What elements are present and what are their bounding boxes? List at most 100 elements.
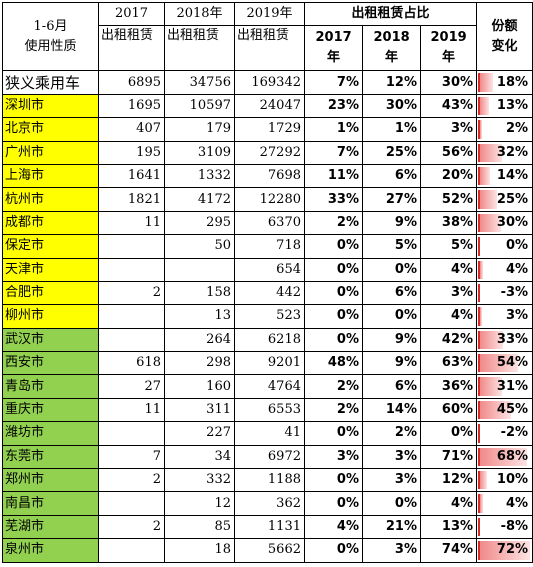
share-change-bar (478, 143, 503, 162)
share-change-value: 13% (496, 97, 529, 113)
share-2018: 9% (362, 351, 421, 376)
header-sub-2017-label: 出租租赁 (101, 28, 154, 44)
header-share-change: 份额变化 (476, 1, 533, 72)
share-2017: 33% (304, 187, 363, 212)
rental-count-2019: 41 (234, 421, 305, 446)
rental-count-2017: 407 (98, 117, 165, 142)
share-2018: 21% (362, 514, 421, 540)
table-row: 南昌市 12 362 0% 0% 4% 4% (2, 491, 533, 516)
rental-count-2017: 7 (98, 444, 165, 470)
header-sub-2019: 出租租赁 (234, 25, 305, 72)
rental-count-2019: 1131 (234, 514, 305, 540)
rental-count-2019: 7698 (234, 163, 305, 189)
share-change-cell: 68% (476, 444, 533, 470)
table-row: 成都市 11 295 6370 2% 9% 38% 30% (2, 210, 533, 236)
share-2019: 3% (419, 117, 478, 142)
share-change-value: 54% (496, 355, 529, 371)
rental-count-2018: 158 (164, 280, 235, 306)
table-row: 天津市 654 0% 0% 4% 4% (2, 257, 533, 282)
share-change-bar (478, 237, 481, 256)
rental-count-2017: 11 (98, 397, 165, 423)
city-name: 青岛市 (2, 374, 99, 399)
rental-count-2019: 654 (234, 257, 305, 282)
header-year-2018: 2018年 (164, 1, 235, 27)
share-change-cell: 33% (476, 327, 533, 353)
share-2019: 4% (419, 304, 478, 329)
rental-count-2017: 1821 (98, 187, 165, 212)
rental-count-2019: 6553 (234, 397, 305, 423)
share-change-bar (478, 354, 519, 373)
header-period: 1-6月 (33, 18, 68, 34)
header-change-label: 份额变化 (491, 18, 518, 54)
table-row: 青岛市 27 160 4764 2% 6% 36% 31% (2, 374, 533, 399)
header-share-2019-label: 2019年 (430, 30, 467, 66)
rental-count-2018: 10597 (164, 93, 235, 119)
header-usage-type: 1-6月 使用性质 (2, 1, 99, 72)
table-body: 狭义乘用车 6895 34756 169342 7% 12% 30% 18% 深圳市 1695 10… (2, 70, 533, 563)
rental-count-2017: 2 (98, 280, 165, 306)
share-2017: 1% (304, 117, 363, 142)
share-change-value: 4% (505, 495, 529, 511)
share-2019: 5% (419, 234, 478, 259)
city-name: 深圳市 (2, 93, 99, 119)
table-row: 合肥市 2 158 442 0% 6% 3% -3% (2, 280, 533, 306)
table-row: 深圳市 1695 10597 24047 23% 30% 43% 13% (2, 93, 533, 119)
city-name: 芜湖市 (2, 514, 99, 540)
share-2018: 14% (362, 397, 421, 423)
rental-count-2017 (98, 421, 165, 446)
rental-count-2017: 195 (98, 140, 165, 165)
rental-count-2017 (98, 234, 165, 259)
share-change-cell: 32% (476, 140, 533, 165)
header-share-2018-label: 2018年 (373, 30, 410, 66)
city-name: 东莞市 (2, 444, 99, 470)
share-change-cell: 0% (476, 234, 533, 259)
table-row: 柳州市 13 523 0% 0% 4% 3% (2, 304, 533, 329)
city-name: 天津市 (2, 257, 99, 282)
share-change-value: 25% (496, 191, 529, 207)
share-2017: 0% (304, 304, 363, 329)
share-2019: 43% (419, 93, 478, 119)
rental-count-2018: 50 (164, 234, 235, 259)
header-sub-2018-label: 出租租赁 (167, 28, 220, 44)
rental-count-2017 (98, 257, 165, 282)
share-change-bar (478, 330, 504, 350)
share-2018: 6% (362, 163, 421, 189)
rental-count-2018: 4172 (164, 187, 235, 212)
city-name: 郑州市 (2, 468, 99, 493)
share-change-bar (478, 73, 494, 92)
share-change-cell: 4% (476, 491, 533, 516)
share-2018: 6% (362, 374, 421, 399)
city-name: 狭义乘用车 (2, 70, 99, 95)
rental-count-2019: 24047 (234, 93, 305, 119)
share-change-cell: 30% (476, 210, 533, 236)
table-row: 北京市 407 179 1729 1% 1% 3% 2% (2, 117, 533, 142)
header-sub-2017: 出租租赁 (98, 25, 165, 72)
rental-count-2017 (98, 538, 165, 563)
share-change-bar (478, 424, 481, 443)
city-name: 柳州市 (2, 304, 99, 329)
share-2017: 2% (304, 210, 363, 236)
city-name: 上海市 (2, 163, 99, 189)
header-sub-2018: 出租租赁 (164, 25, 235, 72)
rental-count-2017: 11 (98, 210, 165, 236)
rental-count-2017: 2 (98, 468, 165, 493)
share-2017: 0% (304, 327, 363, 353)
table-row: 武汉市 264 6218 0% 9% 42% 33% (2, 327, 533, 353)
rental-count-2018: 3109 (164, 140, 235, 165)
rental-count-2018: 34756 (164, 70, 235, 95)
share-2019: 30% (419, 70, 478, 95)
rental-count-2017: 1641 (98, 163, 165, 189)
share-2017: 0% (304, 257, 363, 282)
rental-count-2019: 442 (234, 280, 305, 306)
share-change-bar (478, 260, 484, 279)
rental-count-2018: 332 (164, 468, 235, 493)
share-2019: 56% (419, 140, 478, 165)
share-change-value: 68% (496, 448, 529, 464)
header-share-2017: 2017年 (304, 25, 363, 72)
table-row: 泉州市 18 5662 0% 3% 74% 72% (2, 538, 533, 563)
table-row: 东莞市 7 34 6972 3% 3% 71% 68% (2, 444, 533, 470)
rental-count-2018: 12 (164, 491, 235, 516)
share-2018: 0% (362, 491, 421, 516)
header-usage-label: 使用性质 (24, 38, 77, 54)
rental-count-2019: 1188 (234, 468, 305, 493)
